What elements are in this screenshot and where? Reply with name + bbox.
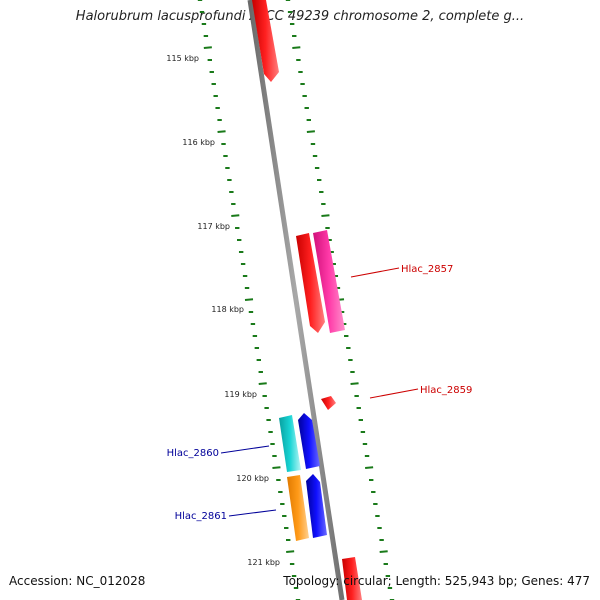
gene-label-hlac-2857[interactable]: Hlac_2857 xyxy=(401,264,453,275)
major-tick-mark xyxy=(244,298,254,301)
gene-feature-bottom[interactable] xyxy=(342,557,362,600)
accession-text: Accession: NC_012028 xyxy=(9,574,146,588)
major-tick-mark xyxy=(292,46,301,49)
gene-callouts: Hlac_2857 Hlac_2859 Hlac_2860 Hlac_2861 xyxy=(167,264,473,522)
genome-summary-text: Topology: circular; Length: 525,943 bp; … xyxy=(283,574,590,588)
callout-line-hlac-2861 xyxy=(228,509,277,517)
tick-label-120: 120 kbp xyxy=(236,474,269,483)
gene-feature-top[interactable] xyxy=(252,0,279,82)
gene-label-hlac-2861[interactable]: Hlac_2861 xyxy=(175,511,227,522)
major-tick-mark xyxy=(365,466,374,469)
gene-feature-hlac-2861-b[interactable] xyxy=(306,474,327,538)
major-tick-mark xyxy=(321,214,330,217)
tick-dots xyxy=(197,0,395,600)
tick-label-119: 119 kbp xyxy=(224,390,257,399)
gene-feature-hlac-2857[interactable] xyxy=(313,230,345,333)
tick-labels: 115 kbp 116 kbp 117 kbp 118 kbp 119 kbp … xyxy=(166,54,280,567)
major-tick-mark xyxy=(203,46,212,49)
callout-line-hlac-2860 xyxy=(220,445,270,454)
major-tick-mark xyxy=(306,130,315,133)
major-tick-mark xyxy=(258,382,267,385)
major-tick-mark xyxy=(379,550,388,553)
major-tick-mark xyxy=(286,550,295,553)
gene-feature-hlac-2859[interactable] xyxy=(321,396,336,410)
gene-feature-hlac-2861[interactable] xyxy=(287,475,309,541)
gene-feature-hlac-2856[interactable] xyxy=(296,233,325,333)
gene-features xyxy=(252,0,362,600)
tick-label-116: 116 kbp xyxy=(182,138,215,147)
major-tick-mark xyxy=(272,466,281,469)
tick-label-121: 121 kbp xyxy=(247,558,280,567)
gene-feature-hlac-2860[interactable] xyxy=(279,415,301,472)
major-tick-mark xyxy=(350,382,359,385)
gene-label-hlac-2859[interactable]: Hlac_2859 xyxy=(420,385,472,396)
gene-label-hlac-2860[interactable]: Hlac_2860 xyxy=(167,448,219,459)
major-tick-mark xyxy=(217,130,226,133)
major-tick-mark xyxy=(231,214,240,217)
gene-feature-hlac-2860-b[interactable] xyxy=(298,413,320,469)
tick-label-118: 118 kbp xyxy=(211,305,244,314)
tick-label-115: 115 kbp xyxy=(166,54,199,63)
tick-label-117: 117 kbp xyxy=(197,222,230,231)
map-title: Halorubrum lacusprofundi ATCC 49239 chro… xyxy=(75,9,525,24)
callout-line-hlac-2859 xyxy=(369,388,419,399)
chromosome-backbone xyxy=(247,0,345,600)
callout-line-hlac-2857 xyxy=(350,267,400,278)
